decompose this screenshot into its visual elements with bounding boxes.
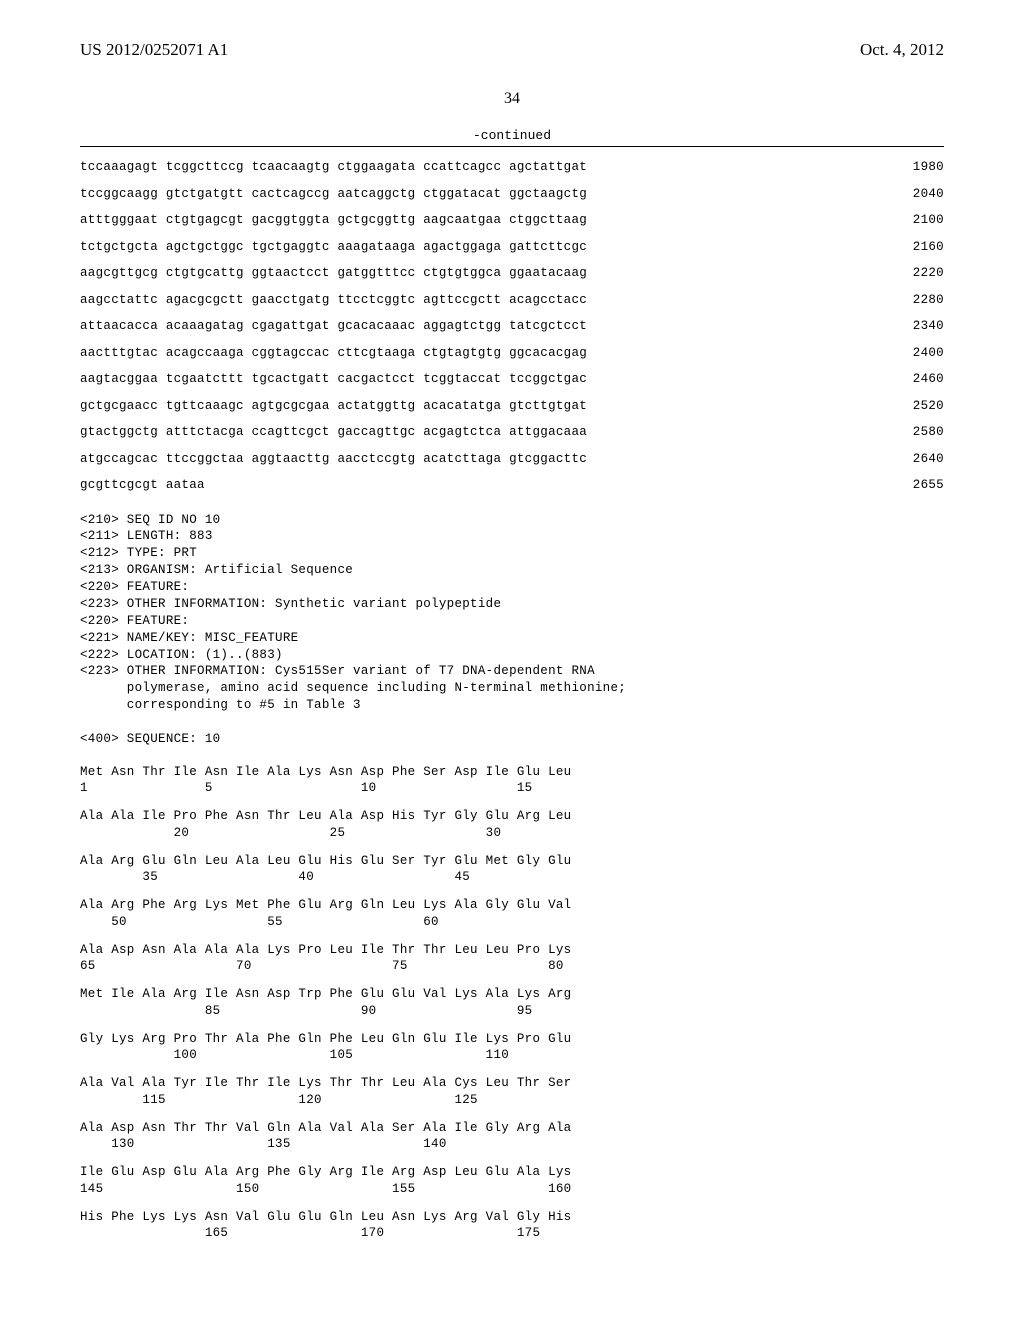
- amino-acid-line: Ala Val Ala Tyr Ile Thr Ile Lys Thr Thr …: [80, 1075, 944, 1091]
- protein-group: Ala Ala Ile Pro Phe Asn Thr Leu Ala Asp …: [80, 808, 944, 841]
- nucleotide-text: gctgcgaacc tgttcaaagc agtgcgcgaa actatgg…: [80, 400, 587, 413]
- page-header: US 2012/0252071 A1 Oct. 4, 2012: [80, 40, 944, 60]
- nucleotide-text: tccaaagagt tcggcttccg tcaacaagtg ctggaag…: [80, 161, 587, 174]
- sequence-metadata: <210> SEQ ID NO 10 <211> LENGTH: 883 <21…: [80, 512, 944, 748]
- nucleotide-row: gtactggctg atttctacga ccagttcgct gaccagt…: [80, 426, 944, 439]
- patent-date: Oct. 4, 2012: [860, 40, 944, 60]
- protein-group: Gly Lys Arg Pro Thr Ala Phe Gln Phe Leu …: [80, 1031, 944, 1064]
- position-line: 85 90 95: [80, 1003, 944, 1019]
- nucleotide-text: gcgttcgcgt aataa: [80, 479, 205, 492]
- divider-top: [80, 146, 944, 147]
- position-line: 130 135 140: [80, 1136, 944, 1152]
- amino-acid-line: His Phe Lys Lys Asn Val Glu Glu Gln Leu …: [80, 1209, 944, 1225]
- nucleotide-position: 2400: [894, 347, 944, 360]
- amino-acid-line: Met Ile Ala Arg Ile Asn Asp Trp Phe Glu …: [80, 986, 944, 1002]
- nucleotide-row: tctgctgcta agctgctggc tgctgaggtc aaagata…: [80, 241, 944, 254]
- nucleotide-row: aagcctattc agacgcgctt gaacctgatg ttcctcg…: [80, 294, 944, 307]
- nucleotide-text: atttgggaat ctgtgagcgt gacggtggta gctgcgg…: [80, 214, 587, 227]
- position-line: 35 40 45: [80, 869, 944, 885]
- nucleotide-text: gtactggctg atttctacga ccagttcgct gaccagt…: [80, 426, 587, 439]
- protein-group: Ala Asp Asn Thr Thr Val Gln Ala Val Ala …: [80, 1120, 944, 1153]
- nucleotide-row: gctgcgaacc tgttcaaagc agtgcgcgaa actatgg…: [80, 400, 944, 413]
- nucleotide-position: 2520: [894, 400, 944, 413]
- nucleotide-position: 2340: [894, 320, 944, 333]
- nucleotide-row: gcgttcgcgt aataa 2655: [80, 479, 944, 492]
- nucleotide-position: 2220: [894, 267, 944, 280]
- nucleotide-row: attaacacca acaaagatag cgagattgat gcacaca…: [80, 320, 944, 333]
- position-line: 145 150 155 160: [80, 1181, 944, 1197]
- amino-acid-line: Ala Arg Glu Gln Leu Ala Leu Glu His Glu …: [80, 853, 944, 869]
- protein-group: Ala Arg Glu Gln Leu Ala Leu Glu His Glu …: [80, 853, 944, 886]
- amino-acid-line: Met Asn Thr Ile Asn Ile Ala Lys Asn Asp …: [80, 764, 944, 780]
- protein-group: His Phe Lys Lys Asn Val Glu Glu Gln Leu …: [80, 1209, 944, 1242]
- nucleotide-text: aagtacggaa tcgaatcttt tgcactgatt cacgact…: [80, 373, 587, 386]
- amino-acid-line: Ala Asp Asn Ala Ala Ala Lys Pro Leu Ile …: [80, 942, 944, 958]
- nucleotide-text: attaacacca acaaagatag cgagattgat gcacaca…: [80, 320, 587, 333]
- page-number: 34: [80, 90, 944, 108]
- nucleotide-text: atgccagcac ttccggctaa aggtaacttg aacctcc…: [80, 453, 587, 466]
- nucleotide-row: tccaaagagt tcggcttccg tcaacaagtg ctggaag…: [80, 161, 944, 174]
- position-line: 115 120 125: [80, 1092, 944, 1108]
- position-line: 165 170 175: [80, 1225, 944, 1241]
- amino-acid-line: Gly Lys Arg Pro Thr Ala Phe Gln Phe Leu …: [80, 1031, 944, 1047]
- protein-group: Met Ile Ala Arg Ile Asn Asp Trp Phe Glu …: [80, 986, 944, 1019]
- nucleotide-position: 2580: [894, 426, 944, 439]
- nucleotide-row: aagtacggaa tcgaatcttt tgcactgatt cacgact…: [80, 373, 944, 386]
- nucleotide-row: aactttgtac acagccaaga cggtagccac cttcgta…: [80, 347, 944, 360]
- protein-group: Ile Glu Asp Glu Ala Arg Phe Gly Arg Ile …: [80, 1164, 944, 1197]
- nucleotide-text: tctgctgcta agctgctggc tgctgaggtc aaagata…: [80, 241, 587, 254]
- protein-sequence: Met Asn Thr Ile Asn Ile Ala Lys Asn Asp …: [80, 764, 944, 1242]
- position-line: 50 55 60: [80, 914, 944, 930]
- amino-acid-line: Ala Ala Ile Pro Phe Asn Thr Leu Ala Asp …: [80, 808, 944, 824]
- nucleotide-position: 2160: [894, 241, 944, 254]
- patent-number: US 2012/0252071 A1: [80, 40, 228, 60]
- nucleotide-text: aactttgtac acagccaaga cggtagccac cttcgta…: [80, 347, 587, 360]
- position-line: 1 5 10 15: [80, 780, 944, 796]
- nucleotide-text: aagcctattc agacgcgctt gaacctgatg ttcctcg…: [80, 294, 587, 307]
- nucleotide-row: tccggcaagg gtctgatgtt cactcagccg aatcagg…: [80, 188, 944, 201]
- nucleotide-position: 2460: [894, 373, 944, 386]
- nucleotide-row: atgccagcac ttccggctaa aggtaacttg aacctcc…: [80, 453, 944, 466]
- position-line: 20 25 30: [80, 825, 944, 841]
- nucleotide-text: aagcgttgcg ctgtgcattg ggtaactcct gatggtt…: [80, 267, 587, 280]
- nucleotide-row: atttgggaat ctgtgagcgt gacggtggta gctgcgg…: [80, 214, 944, 227]
- protein-group: Met Asn Thr Ile Asn Ile Ala Lys Asn Asp …: [80, 764, 944, 797]
- amino-acid-line: Ile Glu Asp Glu Ala Arg Phe Gly Arg Ile …: [80, 1164, 944, 1180]
- nucleotide-position: 2100: [894, 214, 944, 227]
- nucleotide-row: aagcgttgcg ctgtgcattg ggtaactcct gatggtt…: [80, 267, 944, 280]
- nucleotide-position: 2655: [894, 479, 944, 492]
- amino-acid-line: Ala Asp Asn Thr Thr Val Gln Ala Val Ala …: [80, 1120, 944, 1136]
- amino-acid-line: Ala Arg Phe Arg Lys Met Phe Glu Arg Gln …: [80, 897, 944, 913]
- nucleotide-position: 2280: [894, 294, 944, 307]
- position-line: 100 105 110: [80, 1047, 944, 1063]
- protein-group: Ala Arg Phe Arg Lys Met Phe Glu Arg Gln …: [80, 897, 944, 930]
- nucleotide-sequence: tccaaagagt tcggcttccg tcaacaagtg ctggaag…: [80, 161, 944, 492]
- nucleotide-position: 2640: [894, 453, 944, 466]
- protein-group: Ala Asp Asn Ala Ala Ala Lys Pro Leu Ile …: [80, 942, 944, 975]
- protein-group: Ala Val Ala Tyr Ile Thr Ile Lys Thr Thr …: [80, 1075, 944, 1108]
- continued-label: -continued: [80, 128, 944, 143]
- nucleotide-position: 2040: [894, 188, 944, 201]
- position-line: 65 70 75 80: [80, 958, 944, 974]
- nucleotide-text: tccggcaagg gtctgatgtt cactcagccg aatcagg…: [80, 188, 587, 201]
- nucleotide-position: 1980: [894, 161, 944, 174]
